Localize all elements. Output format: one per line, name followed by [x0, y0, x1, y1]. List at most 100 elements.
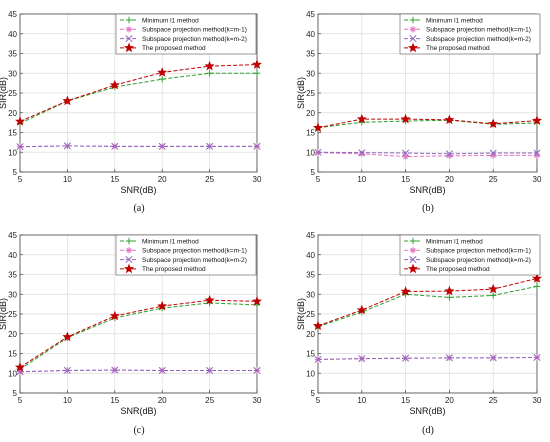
legend-entry: Minimum l1 method	[426, 17, 483, 24]
x-tick-label: 30	[533, 175, 542, 184]
y-tick-label: 40	[306, 251, 315, 260]
data-point	[531, 273, 543, 283]
x-tick-label: 15	[401, 396, 410, 405]
y-tick-label: 20	[306, 109, 315, 118]
data-point	[111, 366, 119, 374]
legend-marker	[123, 263, 135, 274]
chart-panel-4: 5 10 15 20 25 30 5 10 15 20 25 30 35 40 45 SNR(dB) SIR(d…	[296, 231, 543, 436]
y-axis-label: SIR(dB)	[296, 298, 306, 330]
data-point	[490, 152, 497, 159]
x-tick-label: 10	[357, 175, 366, 184]
y-tick-label: 45	[306, 231, 315, 240]
legend-entry: Subspace projection method(k=m-2)	[426, 36, 531, 43]
data-point	[206, 366, 214, 375]
legend-box	[399, 13, 541, 55]
x-tick-label: 25	[489, 396, 498, 405]
data-point	[358, 149, 366, 157]
data-point	[488, 283, 499, 294]
y-tick-label: 10	[8, 369, 17, 378]
series-line	[317, 118, 538, 129]
legend-box	[115, 234, 257, 276]
legend: Minimum l1 method Subspace projection met…	[399, 13, 541, 55]
series-line	[317, 151, 537, 155]
data-point	[400, 286, 411, 296]
x-tick-label: 25	[205, 175, 214, 184]
data-point	[312, 122, 324, 133]
chart-panel-2: 5 10 15 20 25 30 5 10 15 20 25 30 35 40 45 SNR(dB) SIR(d…	[296, 10, 543, 214]
data-point	[490, 292, 497, 299]
y-tick-label: 10	[306, 148, 315, 157]
series-line	[317, 152, 537, 158]
data-point	[531, 115, 543, 125]
x-axis-label: SNR(dB)	[120, 185, 156, 195]
legend-marker	[409, 237, 417, 245]
panel-caption: (a)	[133, 203, 144, 214]
y-axis-label: SIR(dB)	[0, 298, 8, 330]
legend-box	[115, 13, 257, 55]
x-tick-label: 15	[401, 175, 410, 184]
data-point	[253, 142, 261, 150]
data-point	[402, 354, 410, 362]
data-point	[400, 113, 411, 124]
legend: Minimum l1 method Subspace projection met…	[399, 234, 541, 276]
data-point	[62, 95, 73, 106]
y-tick-label: 45	[306, 10, 315, 19]
data-point	[312, 320, 324, 331]
legend-entry: The proposed method	[426, 266, 490, 273]
y-tick-label: 15	[8, 350, 17, 359]
series-3	[16, 366, 261, 376]
y-axis-label: SIR(dB)	[0, 77, 8, 109]
x-tick-label: 15	[110, 396, 119, 405]
legend-marker	[407, 42, 419, 53]
legend-entry: The proposed method	[426, 45, 490, 52]
data-point	[533, 149, 541, 157]
y-tick-label: 25	[306, 310, 315, 319]
data-point	[62, 331, 73, 342]
y-tick-label: 40	[8, 251, 17, 260]
legend: Minimum l1 method Subspace projection met…	[115, 234, 257, 276]
x-tick-label: 30	[533, 396, 542, 405]
legend-marker	[125, 26, 133, 33]
data-point	[489, 149, 497, 157]
legend-marker	[123, 42, 135, 53]
x-tick-label: 20	[445, 175, 454, 184]
legend-entry: The proposed method	[142, 266, 206, 273]
data-point	[356, 113, 367, 124]
legend-entry: Minimum l1 method	[142, 238, 199, 245]
data-point	[356, 304, 367, 315]
x-axis-label: SNR(dB)	[120, 406, 156, 416]
y-tick-label: 15	[306, 129, 315, 138]
series-line	[317, 119, 538, 129]
legend-entry: Minimum l1 method	[142, 17, 199, 24]
legend-marker	[409, 26, 417, 33]
series-1	[314, 283, 541, 330]
y-tick-label: 25	[8, 310, 17, 319]
legend-marker	[125, 256, 133, 264]
y-tick-label: 30	[8, 290, 17, 299]
y-tick-label: 40	[8, 30, 17, 39]
series-4	[312, 273, 543, 331]
data-point	[533, 353, 541, 362]
series-4	[312, 113, 543, 133]
data-point	[204, 60, 215, 71]
y-tick-label: 30	[306, 69, 315, 78]
y-tick-label: 10	[8, 148, 17, 157]
data-point	[206, 142, 214, 150]
panel-caption: (c)	[133, 425, 144, 436]
x-axis-label: SNR(dB)	[409, 406, 445, 416]
data-point	[63, 366, 71, 375]
series-line	[317, 285, 538, 328]
series-line	[317, 277, 538, 327]
y-tick-label: 20	[8, 109, 17, 118]
series-line	[19, 145, 257, 148]
x-tick-label: 25	[489, 175, 498, 184]
y-tick-label: 35	[306, 271, 315, 280]
legend-entry: Minimum l1 method	[426, 238, 483, 245]
data-point	[204, 294, 215, 305]
data-point	[63, 142, 71, 150]
x-tick-label: 20	[158, 396, 167, 405]
x-tick-label: 30	[253, 396, 262, 405]
y-tick-label: 30	[306, 290, 315, 299]
data-point	[444, 285, 455, 296]
y-tick-label: 20	[306, 330, 315, 339]
